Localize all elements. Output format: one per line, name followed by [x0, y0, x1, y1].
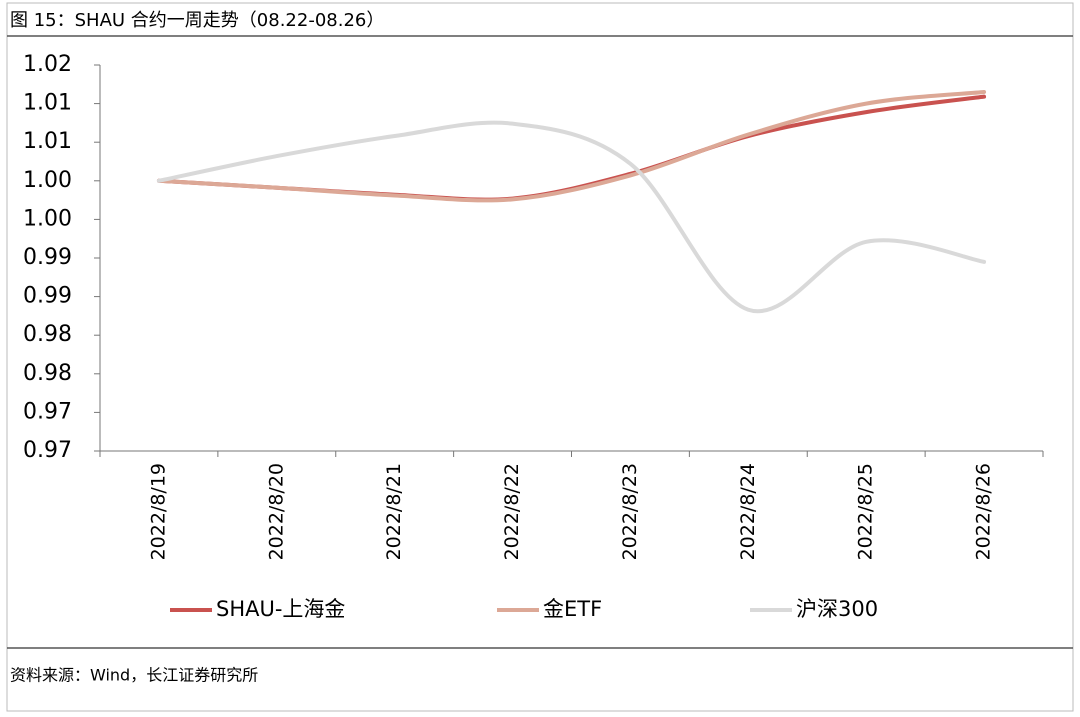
y-tick-label: 0.99	[23, 284, 72, 309]
y-tick-label: 0.98	[23, 361, 72, 386]
chart-title: 图 15：SHAU 合约一周走势（08.22-08.26）	[10, 10, 384, 31]
series-line	[156, 94, 987, 202]
y-tick-label: 1.02	[23, 52, 72, 77]
x-tick-label: 2022/8/26	[973, 463, 995, 560]
y-tick-label: 1.00	[23, 168, 72, 193]
x-tick-label: 2022/8/20	[265, 463, 287, 560]
series-line	[156, 90, 987, 203]
y-tick-label: 0.99	[23, 245, 72, 270]
series-line	[156, 120, 987, 314]
y-tick-label: 1.01	[23, 91, 72, 116]
frame	[6, 2, 1074, 712]
y-tick-label: 1.00	[23, 206, 72, 231]
y-tick-label: 0.97	[23, 399, 72, 424]
x-tick-label: 2022/8/23	[619, 463, 641, 560]
y-tick-label: 0.98	[23, 322, 72, 347]
x-tick-label: 2022/8/19	[147, 463, 169, 560]
source: 资料来源：Wind，长江证券研究所	[10, 666, 258, 685]
x-tick-label: 2022/8/21	[383, 463, 405, 560]
x-tick-label: 2022/8/25	[855, 463, 877, 560]
x-tick-label: 2022/8/24	[737, 463, 759, 560]
legend-label: 金ETF	[543, 597, 602, 621]
legend-label: SHAU-上海金	[216, 597, 345, 621]
x-tick-label: 2022/8/22	[501, 463, 523, 560]
y-tick-label: 1.01	[23, 129, 72, 154]
y-tick-label: 0.97	[23, 438, 72, 463]
legend-label: 沪深300	[796, 597, 878, 621]
